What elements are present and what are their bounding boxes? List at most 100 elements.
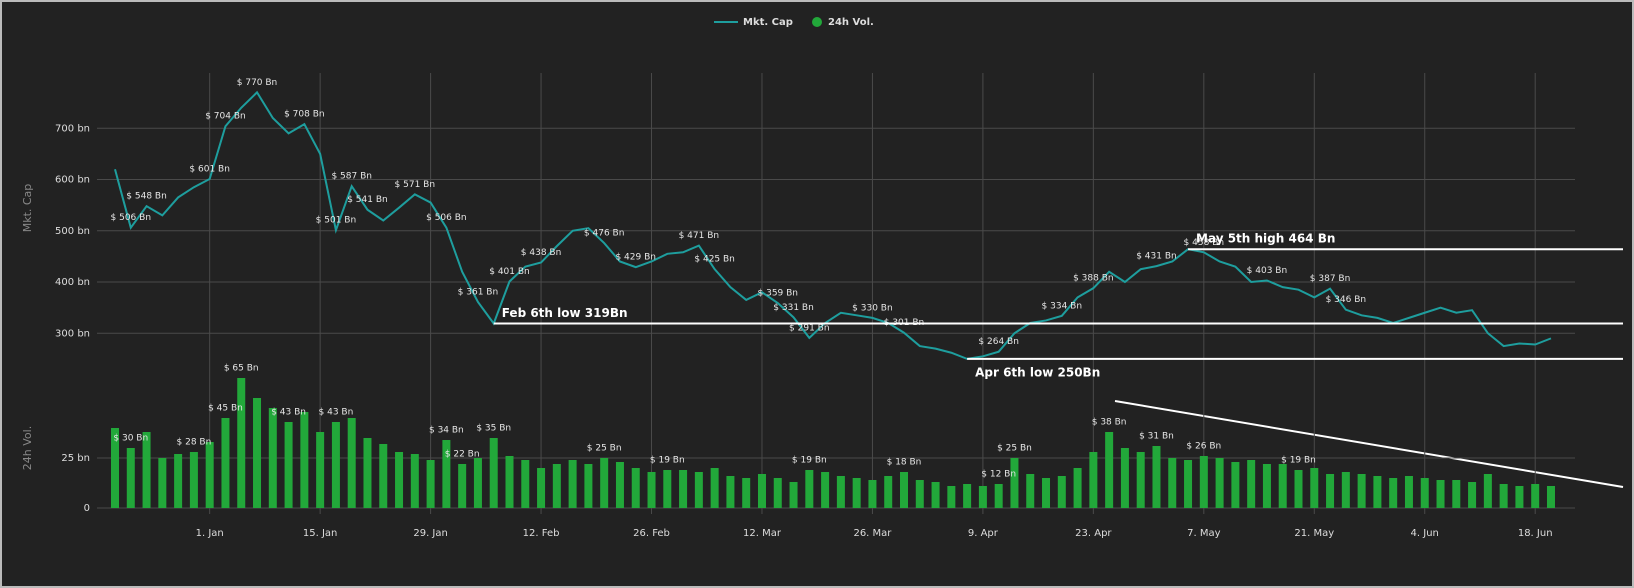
- volume-bar: [473, 458, 482, 508]
- x-tick-label: 26. Mar: [853, 528, 892, 539]
- volume-bar: [679, 470, 688, 508]
- data-label: $ 330 Bn: [852, 303, 893, 313]
- data-label: $ 438 Bn: [521, 248, 562, 258]
- volume-bar: [963, 484, 972, 508]
- legend-dot-icon: [812, 17, 822, 27]
- annotation-text: May 5th high 464 Bn: [1196, 232, 1335, 246]
- volume-bar: [300, 412, 309, 508]
- volume-bar: [1357, 474, 1366, 508]
- volume-bar: [537, 468, 546, 508]
- data-label: $ 65 Bn: [224, 364, 259, 374]
- volume-bar: [1073, 468, 1082, 508]
- volume-bar: [1120, 448, 1129, 508]
- volume-bar: [1310, 468, 1319, 508]
- data-label: $ 458 Bn: [1184, 238, 1225, 248]
- data-label: $ 476 Bn: [584, 229, 625, 239]
- volume-bar: [568, 460, 577, 508]
- volume-bar: [915, 480, 924, 508]
- x-tick-label: 18. Jun: [1518, 528, 1553, 539]
- volume-bar: [1105, 432, 1114, 508]
- volume-bar: [1515, 486, 1524, 508]
- data-label: $ 387 Bn: [1310, 274, 1351, 284]
- volume-bar: [600, 458, 609, 508]
- volume-bar: [363, 438, 372, 508]
- volume-bar: [757, 474, 766, 508]
- volume-bar: [158, 458, 167, 508]
- data-label: $ 45 Bn: [208, 404, 243, 414]
- mkt-cap-line: [114, 90, 1552, 360]
- volume-bar: [410, 454, 419, 508]
- data-label: $ 501 Bn: [316, 216, 357, 226]
- volume-bar: [458, 464, 467, 508]
- data-label: $ 18 Bn: [887, 458, 922, 468]
- data-label: $ 25 Bn: [997, 444, 1032, 454]
- data-label: $ 30 Bn: [113, 434, 148, 444]
- x-tick-label: 12. Mar: [743, 528, 782, 539]
- volume-bar: [821, 472, 830, 508]
- data-label: $ 401 Bn: [489, 267, 530, 277]
- data-label: $ 601 Bn: [189, 164, 230, 174]
- volume-bar: [694, 472, 703, 508]
- data-label: $ 708 Bn: [284, 110, 325, 120]
- y-tick-label: 0: [84, 503, 90, 514]
- volume-bar: [237, 378, 246, 508]
- volume-bar: [900, 472, 908, 508]
- volume-bar: [521, 460, 530, 508]
- legend-label: 24h Vol.: [828, 17, 874, 28]
- volume-bar: [1341, 472, 1350, 508]
- data-label: $ 334 Bn: [1042, 301, 1083, 311]
- volume-bar: [1136, 452, 1145, 508]
- volume-bar: [663, 470, 672, 508]
- x-tick-label: 1. Jan: [196, 528, 224, 539]
- x-tick-label: 4. Jun: [1411, 528, 1439, 539]
- data-label: $ 506 Bn: [426, 213, 467, 223]
- volume-bar: [726, 476, 735, 508]
- y-tick-label: 400 bn: [55, 277, 90, 288]
- volume-bar: [253, 398, 262, 508]
- data-label: $ 38 Bn: [1092, 418, 1127, 428]
- volume-bar: [615, 462, 624, 508]
- volume-bar: [221, 418, 230, 508]
- data-label: $ 12 Bn: [981, 470, 1016, 480]
- x-tick-label: 12. Feb: [523, 528, 560, 539]
- data-label: $ 264 Bn: [978, 337, 1019, 347]
- data-label: $ 26 Bn: [1186, 442, 1221, 452]
- y-tick-label: 500 bn: [55, 226, 90, 237]
- y-axis-title: 24h Vol.: [21, 426, 34, 470]
- data-label: $ 704 Bn: [205, 112, 246, 122]
- data-label: $ 471 Bn: [679, 231, 720, 241]
- volume-bar: [978, 486, 987, 508]
- data-label: $ 43 Bn: [319, 408, 354, 418]
- volume-bar: [1420, 478, 1429, 508]
- volume-bar: [426, 460, 435, 508]
- volume-bar: [868, 480, 877, 508]
- volume-bar: [931, 482, 940, 508]
- data-label: $ 291 Bn: [789, 323, 830, 333]
- data-label: $ 425 Bn: [694, 255, 735, 265]
- volume-bar: [1373, 476, 1382, 508]
- annotation-text: Apr 6th low 250Bn: [975, 365, 1100, 379]
- data-label: $ 506 Bn: [111, 213, 152, 223]
- volume-bar: [647, 472, 656, 508]
- x-tick-label: 7. May: [1187, 528, 1220, 539]
- volume-bar: [947, 486, 956, 508]
- volume-bar: [1436, 480, 1445, 508]
- volume-bar: [1042, 478, 1051, 508]
- volume-bar: [189, 452, 198, 508]
- volume-bar: [1057, 476, 1066, 508]
- volume-bar: [789, 482, 798, 508]
- volume-bar: [773, 478, 782, 508]
- data-label: $ 548 Bn: [126, 192, 167, 202]
- y-tick-label: 300 bn: [55, 328, 90, 339]
- volume-bar: [1184, 460, 1193, 508]
- legend-label: Mkt. Cap: [743, 17, 793, 28]
- data-label: $ 541 Bn: [347, 195, 388, 205]
- data-label: $ 571 Bn: [395, 180, 436, 190]
- volume-bar: [174, 454, 183, 508]
- data-label: $ 35 Bn: [476, 424, 511, 434]
- y-tick-label: 700 bn: [55, 123, 90, 134]
- volume-bar: [111, 428, 119, 508]
- volume-bar: [1452, 480, 1461, 508]
- volume-bar: [1483, 474, 1492, 508]
- volume-bar: [142, 432, 151, 508]
